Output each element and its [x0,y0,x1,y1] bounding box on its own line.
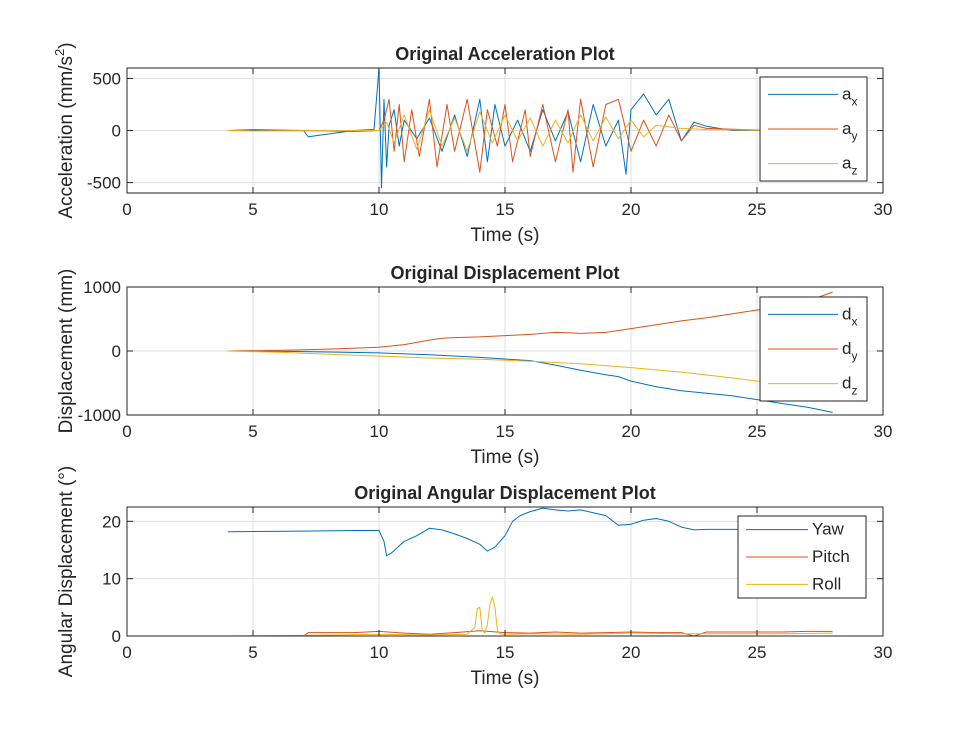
legend-label: ax [842,84,857,108]
x-tick-label: 25 [748,422,767,441]
x-tick-label: 20 [622,200,641,219]
y-tick-label: 0 [112,627,121,646]
y-tick-label: -500 [87,174,121,193]
x-tick-label: 5 [248,643,257,662]
x-tick-label: 15 [496,643,515,662]
legend-label: Roll [812,574,841,593]
series-line-az [227,109,770,152]
legend-label: dx [842,304,857,328]
series-line-Pitch [227,630,833,636]
y-axis-label: Acceleration (mm/s2) [52,42,77,218]
series-line-ax [227,68,770,189]
y-tick-label: 0 [112,342,121,361]
y-tick-label: 20 [102,512,121,531]
chart-title: Original Angular Displacement Plot [354,483,655,503]
legend: Yaw Pitch Roll [737,515,867,599]
y-tick-label: 0 [112,122,121,141]
legend-label: az [842,154,857,178]
x-tick-label: 25 [748,200,767,219]
y-tick-label: 10 [102,570,121,589]
x-tick-label: 30 [874,422,893,441]
legend-label: ay [842,119,857,143]
x-tick-label: 10 [370,643,389,662]
x-tick-label: 5 [248,422,257,441]
series-line-Roll [227,596,833,636]
y-tick-label: 500 [93,69,121,88]
legend-label: Pitch [812,547,850,566]
series-line-Yaw [227,507,833,557]
chart-title: Original Displacement Plot [390,263,619,283]
x-axis-label: Time (s) [471,447,540,468]
x-tick-label: 0 [122,643,131,662]
x-tick-label: 30 [874,643,893,662]
x-tick-label: 15 [496,200,515,219]
series-line-dy [227,291,833,352]
x-tick-label: 0 [122,422,131,441]
y-axis-label: Angular Displacement (°) [56,466,77,677]
chart-panel-3: 0 5 10 15 20 25 30 0 10 20 Original Angular Displa… [56,466,892,689]
series-line-dx [227,350,833,413]
chart-title: Original Acceleration Plot [395,44,614,64]
x-tick-label: 0 [122,200,131,219]
x-tick-label: 5 [248,200,257,219]
x-tick-label: 10 [370,200,389,219]
x-tick-label: 15 [496,422,515,441]
y-tick-label: 1000 [83,278,121,297]
legend-label: dy [842,339,857,363]
x-axis-label: Time (s) [471,668,540,689]
series-group [227,507,833,636]
legend-label: Yaw [812,520,845,539]
x-tick-label: 30 [874,200,893,219]
legend-label: dz [842,374,857,398]
series-group [227,68,770,189]
y-axis-label: Displacement (mm) [56,269,77,434]
legend: dx dy dz [759,296,868,402]
x-tick-label: 20 [622,643,641,662]
x-tick-label: 10 [370,422,389,441]
x-axis-label: Time (s) [471,225,540,246]
x-tick-label: 20 [622,422,641,441]
legend: ax ay az [759,76,868,182]
x-tick-label: 25 [748,643,767,662]
y-tick-label: -1000 [78,406,121,425]
